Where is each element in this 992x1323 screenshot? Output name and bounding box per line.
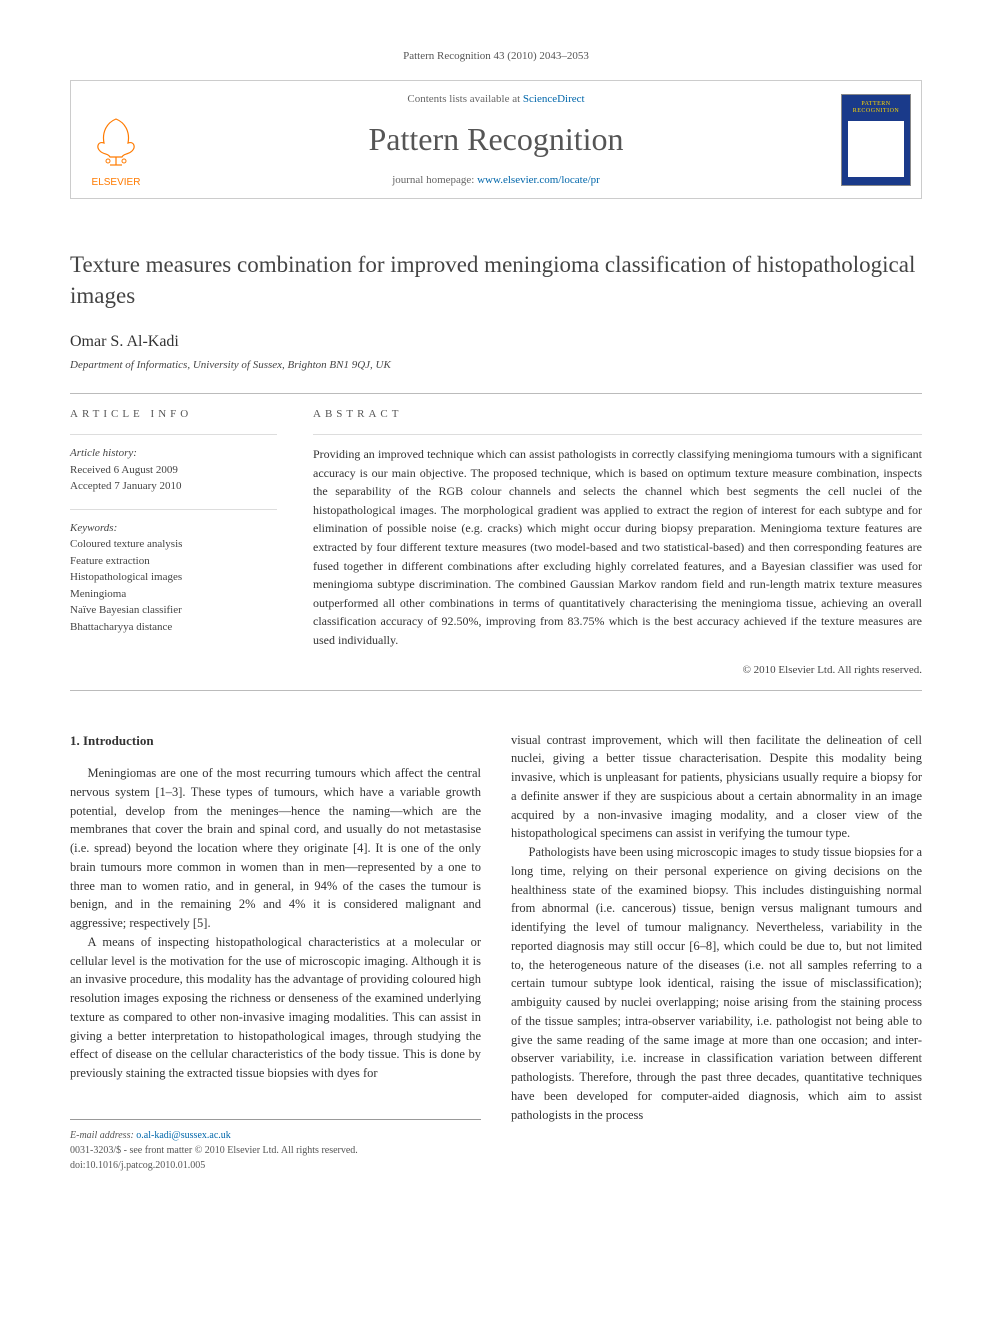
- body-column-left: 1. Introduction Meningiomas are one of t…: [70, 731, 481, 1173]
- author-email-link[interactable]: o.al-kadi@sussex.ac.uk: [136, 1130, 230, 1141]
- info-abstract-row: ARTICLE INFO Article history: Received 6…: [70, 393, 922, 691]
- contents-available-line: Contents lists available at ScienceDirec…: [171, 93, 821, 105]
- header-center: Contents lists available at ScienceDirec…: [161, 81, 831, 198]
- journal-homepage-line: journal homepage: www.elsevier.com/locat…: [171, 174, 821, 186]
- homepage-link[interactable]: www.elsevier.com/locate/pr: [477, 174, 600, 186]
- journal-header-box: ELSEVIER Contents lists available at Sci…: [70, 80, 922, 199]
- keyword-item: Feature extraction: [70, 553, 277, 570]
- body-column-right: visual contrast improvement, which will …: [511, 731, 922, 1173]
- article-history-block: Article history: Received 6 August 2009 …: [70, 434, 277, 495]
- page-footer: E-mail address: o.al-kadi@sussex.ac.uk 0…: [70, 1119, 481, 1173]
- accepted-date: Accepted 7 January 2010: [70, 478, 277, 495]
- elsevier-tree-icon: [86, 111, 146, 171]
- journal-name: Pattern Recognition: [171, 121, 821, 158]
- author-name: Omar S. Al-Kadi: [70, 333, 922, 351]
- body-paragraph: Pathologists have been using microscopic…: [511, 843, 922, 1124]
- homepage-text: journal homepage:: [392, 174, 477, 186]
- cover-body-placeholder: [848, 121, 904, 177]
- history-label: Article history:: [70, 445, 277, 462]
- contents-text: Contents lists available at: [407, 93, 522, 105]
- section-heading: 1. Introduction: [70, 731, 481, 751]
- journal-cover-block: PATTERN RECOGNITION: [831, 81, 921, 198]
- article-title: Texture measures combination for improve…: [70, 249, 922, 311]
- section-number: 1.: [70, 733, 80, 748]
- publisher-name: ELSEVIER: [92, 177, 141, 188]
- front-matter-line: 0031-3203/$ - see front matter © 2010 El…: [70, 1143, 481, 1158]
- journal-cover-thumbnail: PATTERN RECOGNITION: [841, 94, 911, 186]
- abstract-column: ABSTRACT Providing an improved technique…: [295, 394, 922, 690]
- header-citation: Pattern Recognition 43 (2010) 2043–2053: [70, 50, 922, 62]
- publisher-block: ELSEVIER: [71, 81, 161, 198]
- article-info-heading: ARTICLE INFO: [70, 408, 277, 420]
- keyword-item: Bhattacharyya distance: [70, 619, 277, 636]
- keywords-label: Keywords:: [70, 520, 277, 537]
- keyword-item: Histopathological images: [70, 569, 277, 586]
- doi-line: doi:10.1016/j.patcog.2010.01.005: [70, 1158, 481, 1173]
- abstract-copyright: © 2010 Elsevier Ltd. All rights reserved…: [313, 664, 922, 676]
- received-date: Received 6 August 2009: [70, 462, 277, 479]
- abstract-text: Providing an improved technique which ca…: [313, 434, 922, 650]
- abstract-heading: ABSTRACT: [313, 408, 922, 420]
- body-paragraph: visual contrast improvement, which will …: [511, 731, 922, 844]
- keywords-block: Keywords: Coloured texture analysis Feat…: [70, 509, 277, 636]
- body-paragraph: Meningiomas are one of the most recurrin…: [70, 764, 481, 933]
- email-label: E-mail address:: [70, 1130, 134, 1141]
- section-title: Introduction: [83, 733, 154, 748]
- keyword-item: Meningioma: [70, 586, 277, 603]
- keyword-item: Naïve Bayesian classifier: [70, 602, 277, 619]
- article-info-column: ARTICLE INFO Article history: Received 6…: [70, 394, 295, 690]
- cover-title: PATTERN RECOGNITION: [842, 101, 910, 115]
- body-two-columns: 1. Introduction Meningiomas are one of t…: [70, 731, 922, 1173]
- keyword-item: Coloured texture analysis: [70, 536, 277, 553]
- body-paragraph: A means of inspecting histopathological …: [70, 933, 481, 1083]
- author-affiliation: Department of Informatics, University of…: [70, 359, 922, 371]
- sciencedirect-link[interactable]: ScienceDirect: [523, 93, 585, 105]
